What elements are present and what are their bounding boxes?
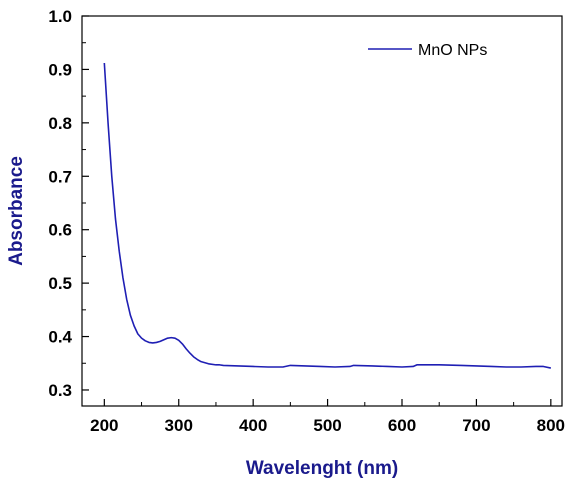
series-layer [103,62,552,369]
y-axis-ticks: 0.3 0.4 0.5 0.6 0.7 0.8 0.9 1.0 [48,7,89,400]
plot-frame [81,15,563,407]
y-tick-label-0.9: 0.9 [48,60,72,79]
x-axis-title: Wavelenght (nm) [246,458,398,479]
x-tick-label-500: 500 [313,416,341,435]
y-tick-label-0.8: 0.8 [48,114,72,133]
y-tick-label-0.4: 0.4 [48,328,72,347]
y-tick-label-0.7: 0.7 [48,167,72,186]
y-tick-label-0.5: 0.5 [48,274,72,293]
x-tick-label-600: 600 [388,416,416,435]
x-tick-label-200: 200 [90,416,118,435]
series-line-0 [103,62,552,369]
x-tick-label-400: 400 [239,416,267,435]
y-axis-title: Absorbance [6,156,27,266]
x-tick-label-300: 300 [165,416,193,435]
x-axis-ticks: 200 300 400 500 600 700 800 [90,399,565,435]
x-tick-label-800: 800 [537,416,565,435]
x-tick-label-700: 700 [462,416,490,435]
legend: MnO NPs [368,42,487,59]
y-tick-label-0.3: 0.3 [48,381,72,400]
legend-label: MnO NPs [418,42,487,59]
y-tick-label-0.6: 0.6 [48,221,72,240]
y-tick-label-1.0: 1.0 [48,7,72,26]
